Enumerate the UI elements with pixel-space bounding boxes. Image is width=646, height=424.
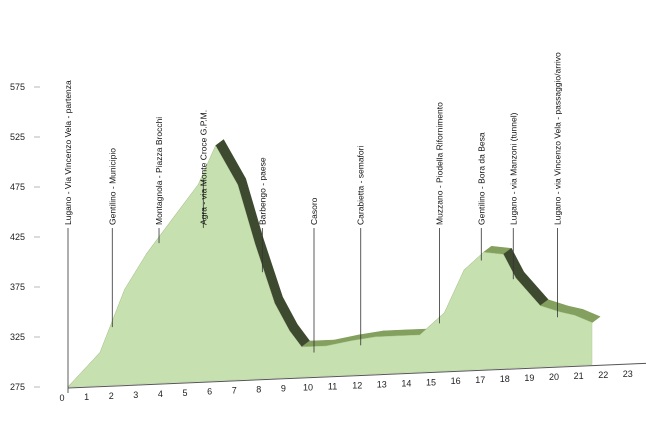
distance-tick-label: 23 [623,369,633,379]
distance-tick-label: 1 [84,392,89,402]
distance-tick-label: 2 [109,391,114,401]
distance-tick-label: 11 [328,381,337,391]
waypoint-label: Lugano - via Vincenzo Vela - passaggio/a… [553,52,563,225]
waypoint-label: Lugano - via Manzoni (tunnel) [508,112,518,225]
altitude-axis: 275 325 375 425 475 525 575 [10,82,40,392]
waypoint-label: Agra - via Monte Croce G.P.M. [198,110,208,225]
waypoint-labels: Lugano - Via Vincenzo Vela - partenza Gen… [63,52,563,393]
altitude-tick-label: 375 [10,282,25,292]
altitude-tick-label: 525 [10,132,25,142]
waypoint-label: Carabietta - semafori [356,146,366,225]
distance-tick-label: 16 [451,376,461,386]
distance-tick-label: 7 [232,386,237,396]
waypoint-label: Gentilino - Municipio [107,148,117,225]
distance-tick-label: 3 [133,390,138,400]
distance-tick-label: 20 [549,372,559,382]
distance-tick-label: 5 [182,388,187,398]
altitude-tick-label: 575 [10,82,25,92]
distance-tick-label: 14 [401,378,411,388]
distance-tick-label: 18 [500,374,510,384]
waypoint-label: Barbengo - paese [257,157,267,225]
altitude-tick-label: 275 [10,382,25,392]
waypoint-label: Lugano - Via Vincenzo Vela - partenza [63,80,73,225]
elevation-profile-area [67,139,601,388]
distance-tick-label: 15 [426,377,436,387]
altitude-tick-label: 325 [10,332,25,342]
distance-axis-line [67,362,646,389]
waypoint-label: Montagnola - Piazza Brocchi [154,117,164,225]
distance-ticks: 0 1 2 3 4 5 6 7 8 9 10 11 12 13 14 15 16 17 18 19 20 21 22 23 [59,369,632,403]
waypoint-label: Casoro [309,197,319,225]
distance-axis [67,362,646,389]
profile-front-face [67,145,593,388]
distance-tick-label: 21 [574,371,584,381]
altitude-tick-label: 425 [10,232,25,242]
distance-tick-label: 12 [352,380,362,390]
distance-tick-label: 13 [377,379,387,389]
distance-tick-label: 8 [256,385,261,395]
altitude-tick-label: 475 [10,182,25,192]
distance-tick-label: 19 [524,373,534,383]
distance-tick-label: 22 [598,370,608,380]
waypoint-label: Muzzano - Piodella Rifornimento [434,102,444,225]
distance-tick-label: 4 [158,389,163,399]
waypoint-label: Gentilino - Bora da Besa [476,132,486,225]
distance-tick-label: 10 [303,383,313,393]
distance-tick-label: 17 [475,375,485,385]
distance-tick-label: 9 [281,384,286,394]
distance-tick-label: 0 [59,393,64,403]
distance-tick-label: 6 [207,387,212,397]
